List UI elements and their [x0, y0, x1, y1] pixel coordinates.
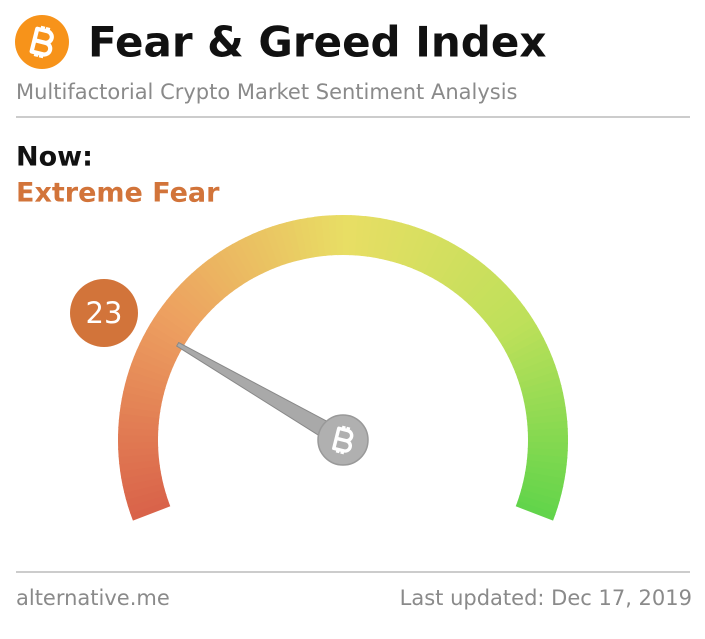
subtitle: Multifactorial Crypto Market Sentiment A…	[16, 80, 518, 104]
logo-glyph	[29, 25, 54, 59]
value-label: 23	[86, 296, 123, 330]
title: Fear & Greed Index	[88, 18, 546, 67]
last-updated: Last updated: Dec 17, 2019	[400, 586, 692, 610]
hub-glyph-path	[332, 425, 354, 455]
gauge-arc-segment	[515, 500, 556, 521]
gauge: 23	[70, 215, 568, 521]
source: alternative.me	[16, 586, 170, 610]
value-bubble	[70, 279, 138, 347]
classification: Extreme Fear	[16, 178, 220, 209]
now-label: Now:	[16, 142, 93, 173]
hub-bitcoin-glyph	[332, 425, 354, 455]
bitcoin-logo	[15, 15, 69, 69]
